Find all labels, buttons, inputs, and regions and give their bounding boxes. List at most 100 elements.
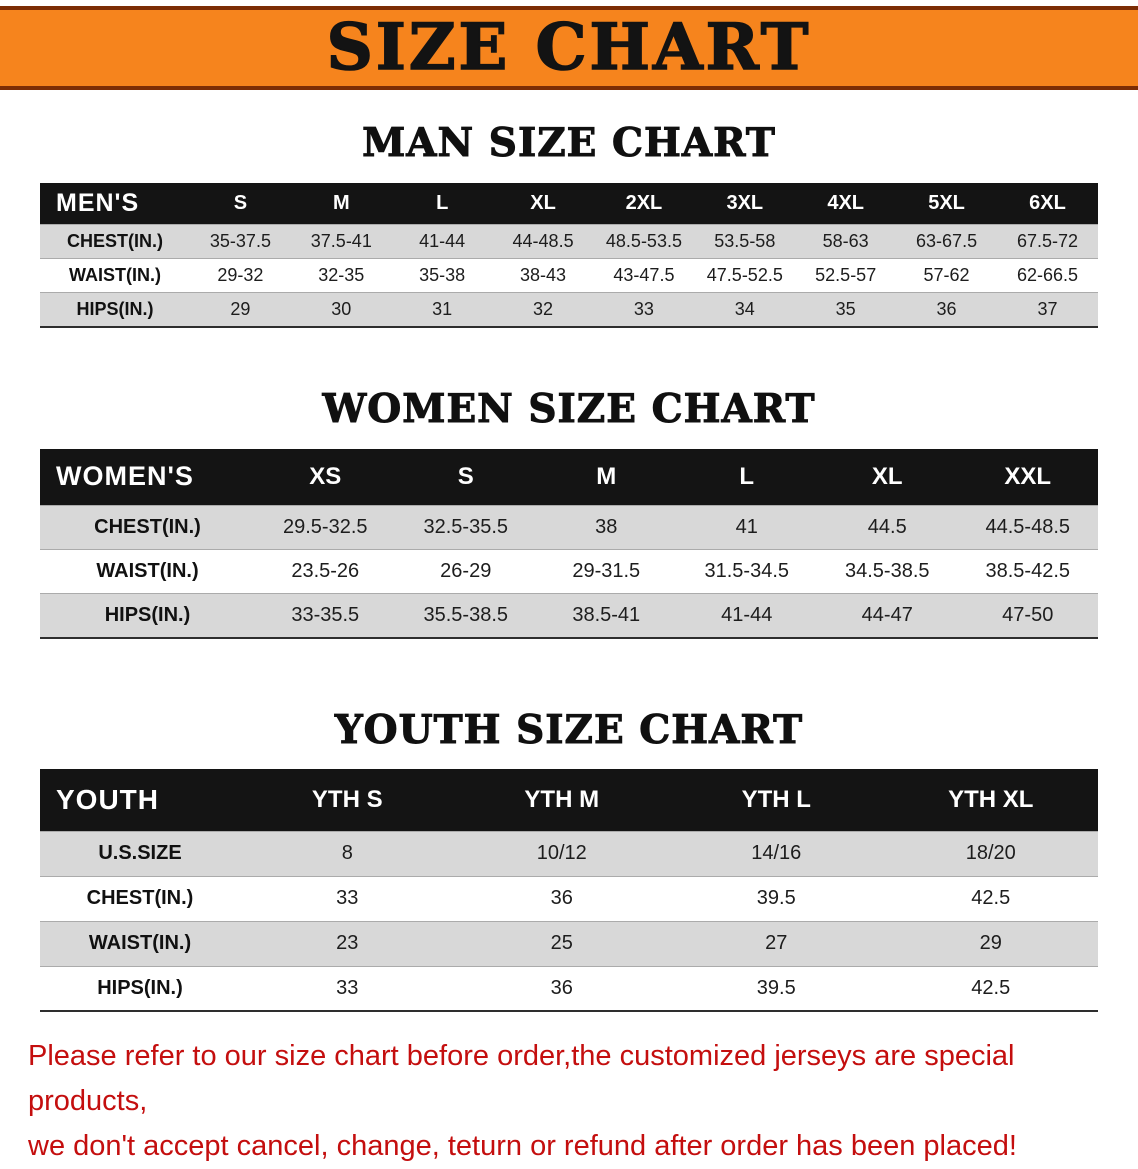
- size-column-header: XS: [309, 462, 342, 490]
- measurement-value-cell: 26-29: [395, 549, 536, 594]
- measurement-value-cell: 35: [795, 292, 897, 327]
- measurement-value-cell: 38.5-41: [536, 593, 677, 638]
- measurement-value-cell: 29-31.5: [536, 549, 677, 594]
- size-column-header: S: [233, 192, 248, 215]
- size-column-header: 3XL: [726, 192, 764, 215]
- size-column-header: XL: [871, 462, 903, 490]
- men-size-table: MEN'S S M L XL 2XL 3XL 4XL 5XL 6XL CHEST(IN.) 35-37…: [40, 182, 1098, 328]
- measurement-value-cell: 43-47.5: [593, 258, 695, 293]
- measurement-value-cell: 38: [536, 505, 677, 550]
- size-column-header: YTH L: [741, 786, 811, 814]
- measurement-value-cell: 34: [694, 292, 796, 327]
- size-chart-page: SIZE CHART MAN SIZE CHART MEN'S S M L XL 2XL 3…: [0, 6, 1138, 1169]
- measurement-value-cell: 63-67.5: [896, 224, 997, 259]
- women-size-table: WOMEN'S XS S M L XL XXL CHEST(IN.) 29.5-32.5 32.5…: [40, 448, 1098, 639]
- notice-line-1: Please refer to our size chart before or…: [28, 1040, 1015, 1118]
- measurement-value-cell: 29: [883, 920, 1098, 967]
- page-title: SIZE CHART: [326, 10, 812, 85]
- measurement-value-cell: 41-44: [391, 224, 493, 259]
- measurement-value-cell: 29.5-32.5: [255, 505, 396, 550]
- measurement-value-cell: 32-35: [290, 258, 392, 293]
- measurement-value-cell: 37.5-41: [290, 224, 392, 259]
- measurement-value-cell: 42.5: [883, 965, 1098, 1012]
- measurement-row: WAIST(IN.) 29-32 32-35 35-38 38-43 43-47.5 47.…: [40, 258, 1098, 293]
- measurement-value-cell: 8: [240, 830, 455, 877]
- order-notice: Please refer to our size chart before or…: [0, 1034, 1138, 1169]
- notice-line-2: we don't accept cancel, change, teturn o…: [28, 1130, 1017, 1163]
- measurement-value-cell: 38-43: [492, 258, 594, 293]
- measurement-value-cell: 44-48.5: [492, 224, 594, 259]
- size-column-header: M: [332, 192, 350, 215]
- measurement-row: CHEST(IN.) 29.5-32.5 32.5-35.5 38 41 44.5 44.5…: [40, 505, 1098, 550]
- measurement-label-cell: HIPS(IN.): [40, 593, 255, 638]
- measurement-value-cell: 33-35.5: [255, 593, 396, 638]
- measurement-value-cell: 23.5-26: [255, 549, 396, 594]
- youth-size-section: YOUTH SIZE CHART YOUTH YTH S YTH M YTH L YTH…: [0, 706, 1138, 1013]
- measurement-row: CHEST(IN.) 35-37.5 37.5-41 41-44 44-48.5 48.5…: [40, 224, 1098, 259]
- measurement-value-cell: 47-50: [957, 593, 1098, 638]
- table-header-row: MEN'S S M L XL 2XL 3XL 4XL 5XL 6XL: [40, 182, 1098, 225]
- women-section-heading: WOMEN SIZE CHART: [322, 385, 816, 432]
- measurement-label-cell: CHEST(IN.): [40, 875, 240, 922]
- measurement-value-cell: 47.5-52.5: [694, 258, 796, 293]
- table-title-cell: MEN'S: [56, 189, 140, 218]
- measurement-value-cell: 67.5-72: [997, 224, 1098, 259]
- measurement-value-cell: 33: [240, 875, 455, 922]
- youth-size-table: YOUTH YTH S YTH M YTH L YTH XL U.S.SIZE 8 10/12…: [40, 769, 1098, 1013]
- measurement-value-cell: 62-66.5: [997, 258, 1098, 293]
- measurement-value-cell: 25: [454, 920, 669, 967]
- measurement-value-cell: 57-62: [896, 258, 997, 293]
- measurement-value-cell: 33: [240, 965, 455, 1012]
- table-title-cell: WOMEN'S: [56, 461, 194, 492]
- measurement-value-cell: 29: [190, 292, 291, 327]
- measurement-value-cell: 27: [669, 920, 884, 967]
- measurement-value-cell: 41-44: [676, 593, 817, 638]
- table-header-row: WOMEN'S XS S M L XL XXL: [40, 448, 1098, 506]
- measurement-row: WAIST(IN.) 23 25 27 29: [40, 920, 1098, 967]
- measurement-row: U.S.SIZE 8 10/12 14/16 18/20: [40, 830, 1098, 877]
- measurement-row: HIPS(IN.) 29 30 31 32 33 34 35 36 37: [40, 292, 1098, 327]
- measurement-value-cell: 52.5-57: [795, 258, 897, 293]
- measurement-value-cell: 29-32: [190, 258, 291, 293]
- measurement-label-cell: WAIST(IN.): [40, 920, 240, 967]
- measurement-label-cell: WAIST(IN.): [40, 549, 255, 594]
- measurement-value-cell: 30: [290, 292, 392, 327]
- measurement-label-cell: U.S.SIZE: [40, 830, 240, 877]
- measurement-value-cell: 35-38: [391, 258, 493, 293]
- measurement-value-cell: 36: [896, 292, 997, 327]
- measurement-value-cell: 48.5-53.5: [593, 224, 695, 259]
- measurement-row: WAIST(IN.) 23.5-26 26-29 29-31.5 31.5-34.5 34…: [40, 549, 1098, 594]
- measurement-value-cell: 10/12: [454, 830, 669, 877]
- size-column-header: 5XL: [928, 192, 965, 215]
- measurement-value-cell: 31: [391, 292, 493, 327]
- measurement-value-cell: 44.5: [817, 505, 958, 550]
- banner: SIZE CHART: [0, 6, 1138, 90]
- measurement-value-cell: 33: [593, 292, 695, 327]
- measurement-value-cell: 14/16: [669, 830, 884, 877]
- size-column-header: XXL: [1004, 462, 1052, 490]
- measurement-value-cell: 41: [676, 505, 817, 550]
- youth-section-heading: YOUTH SIZE CHART: [334, 706, 804, 753]
- measurement-label-cell: CHEST(IN.): [40, 505, 255, 550]
- measurement-row: HIPS(IN.) 33-35.5 35.5-38.5 38.5-41 41-44 44-…: [40, 593, 1098, 638]
- table-title-cell: YOUTH: [56, 784, 159, 816]
- measurement-label-cell: WAIST(IN.): [40, 258, 190, 293]
- measurement-value-cell: 32.5-35.5: [395, 505, 536, 550]
- table-header-row: YOUTH YTH S YTH M YTH L YTH XL: [40, 769, 1098, 832]
- measurement-value-cell: 44.5-48.5: [957, 505, 1098, 550]
- measurement-value-cell: 35-37.5: [190, 224, 291, 259]
- measurement-row: CHEST(IN.) 33 36 39.5 42.5: [40, 875, 1098, 922]
- men-section-heading: MAN SIZE CHART: [362, 120, 776, 167]
- size-column-header: YTH XL: [948, 786, 1034, 814]
- size-column-header: L: [436, 192, 449, 215]
- women-size-section: WOMEN SIZE CHART WOMEN'S XS S M L XL XXL CHEST(…: [0, 385, 1138, 639]
- measurement-value-cell: 38.5-42.5: [957, 549, 1098, 594]
- measurement-value-cell: 36: [454, 875, 669, 922]
- measurement-value-cell: 23: [240, 920, 455, 967]
- size-column-header: 4XL: [827, 192, 865, 215]
- measurement-value-cell: 34.5-38.5: [817, 549, 958, 594]
- measurement-value-cell: 37: [997, 292, 1098, 327]
- measurement-label-cell: HIPS(IN.): [40, 292, 190, 327]
- measurement-label-cell: CHEST(IN.): [40, 224, 190, 259]
- size-column-header: YTH S: [311, 786, 383, 814]
